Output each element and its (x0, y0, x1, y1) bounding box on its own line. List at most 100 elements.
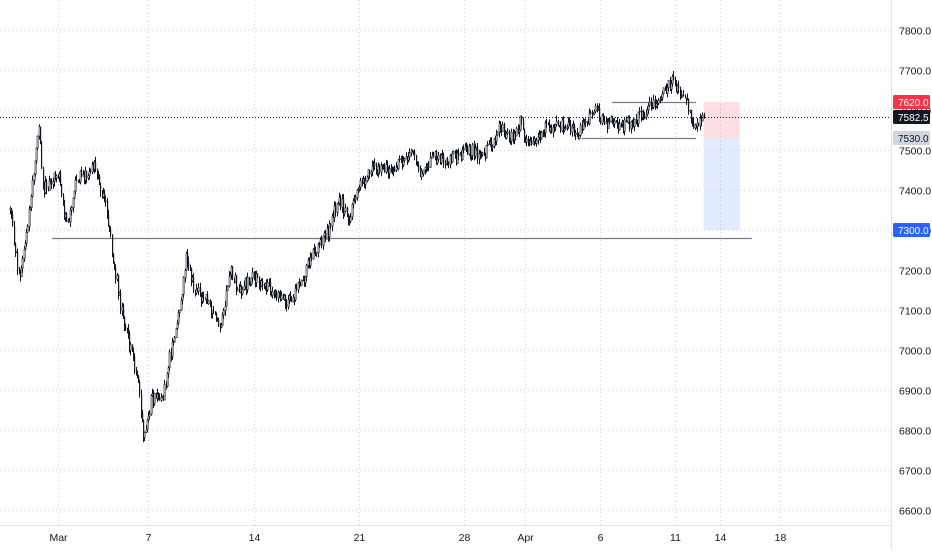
candle-body-down (133, 351, 135, 357)
price-tick-label: 7700.0 (899, 66, 931, 78)
candle-body-down (675, 80, 677, 83)
candle-body-down (563, 119, 565, 131)
candle-body-down (159, 397, 161, 401)
candle-body-up (312, 249, 315, 260)
candle-body-down (266, 283, 268, 290)
candle-body-up (178, 309, 181, 314)
candle-body-up (584, 121, 587, 123)
candle-body-down (418, 165, 420, 171)
candle-body-down (166, 384, 168, 387)
candle-body-up (305, 264, 308, 277)
candle-body-down (587, 121, 589, 123)
candle-body-up (481, 152, 484, 155)
candle-body-down (215, 311, 217, 314)
candle-body-down (314, 249, 316, 251)
candle-body-up (171, 341, 174, 357)
candle-body-down (445, 164, 447, 165)
candle-body-up (228, 275, 231, 287)
candle-body-up (588, 112, 591, 124)
candle-body-down (603, 115, 605, 122)
candle-body-down (528, 139, 530, 145)
candle-body-up (73, 190, 76, 199)
candle-body-down (286, 303, 288, 307)
candle-body-down (582, 125, 584, 130)
candle-body-up (34, 160, 37, 175)
candle-body-down (319, 244, 321, 246)
candle-body-down (392, 168, 394, 172)
candle-body-down (171, 352, 173, 357)
candle-body-down (86, 170, 88, 179)
candle-body-down (466, 146, 468, 148)
candle-body-down (250, 284, 252, 285)
candle-body-up (402, 160, 405, 166)
candle-body-down (156, 393, 158, 399)
level-lines[interactable] (51, 101, 752, 240)
candle-body-up (571, 126, 574, 133)
candle-body-up (173, 337, 176, 343)
candle-body-up (336, 202, 339, 213)
candle-body-down (48, 189, 50, 191)
candle-body-up (207, 300, 210, 305)
candle-body-up (356, 189, 359, 198)
candle-body-up (525, 138, 528, 143)
candle-body-down (40, 126, 42, 144)
candle-body-up (592, 113, 595, 116)
candle-body-down (458, 153, 460, 156)
candle-body-down (623, 122, 625, 132)
candle-body-down (207, 294, 209, 304)
candle-body-down (569, 122, 571, 124)
candle-body-down (211, 306, 213, 314)
take-profit-zone[interactable] (703, 138, 740, 230)
candle-body-down (617, 120, 619, 125)
candle-body-down (12, 214, 14, 226)
candle-body-up (271, 290, 274, 296)
candle-body-down (187, 253, 189, 263)
candle-body-down (41, 143, 43, 169)
candle-body-down (69, 220, 71, 223)
candle-body-down (621, 123, 623, 125)
candle-body-down (348, 217, 350, 221)
candle-body-up (501, 123, 504, 132)
candle-body-up (70, 206, 73, 211)
candle-body-down (531, 140, 533, 144)
candle-body-up (667, 79, 670, 89)
candle-body-up (657, 99, 660, 104)
candle-body-down (414, 151, 416, 156)
candle-body-down (158, 394, 160, 398)
candle-body-up (510, 131, 513, 142)
price-label-text: 7530.0 (898, 134, 929, 145)
candle-body-down (60, 174, 62, 185)
candle-body-up (495, 134, 498, 142)
candle-body-down (431, 157, 433, 159)
candle-body-down (369, 169, 371, 174)
candle-body-down (560, 126, 562, 132)
candle-body-down (456, 154, 458, 164)
candle-body-down (100, 184, 102, 192)
grid-layer (0, 0, 891, 525)
candle-body-down (153, 393, 155, 404)
candle-body-down (163, 396, 165, 401)
candle-body-down (698, 122, 700, 126)
candle-body-up (582, 121, 585, 130)
candle-body-up (74, 179, 77, 192)
position-tool[interactable] (703, 102, 740, 230)
time-axis[interactable]: Mar 7 14 21 28 Apr 6 11 14 18 (49, 532, 786, 544)
candle-body-up (564, 127, 567, 130)
candle-body-down (118, 275, 120, 296)
candle-body-down (290, 295, 292, 300)
candle-body-up (299, 285, 302, 287)
candle-body-up (315, 252, 318, 254)
candle-body-down (529, 144, 531, 145)
candle-body-down (104, 193, 106, 203)
candle-body-down (652, 105, 654, 108)
candle-body-down (364, 179, 366, 185)
price-label-text: 7620.0 (898, 98, 929, 109)
candle-body-up (506, 131, 509, 134)
candle-body-up (420, 170, 423, 178)
price-label-text: 7582.5 (898, 113, 929, 124)
stop-loss-zone[interactable] (703, 102, 740, 138)
candle-body-up (167, 367, 170, 374)
candle-body-down (114, 263, 116, 268)
